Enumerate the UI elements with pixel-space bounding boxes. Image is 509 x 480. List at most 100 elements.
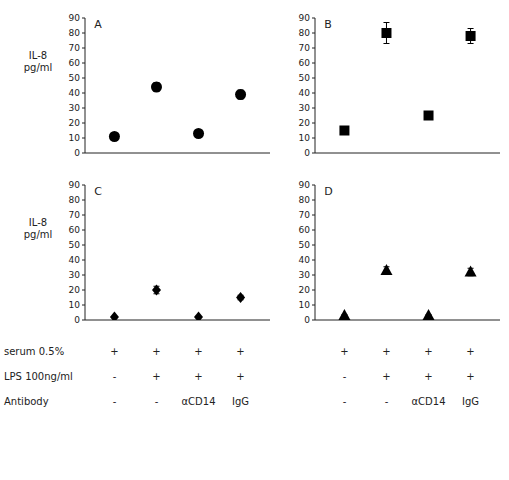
condition-cell: + — [424, 371, 432, 382]
y-tick-label: 70 — [299, 210, 311, 220]
panel: 0102030405060708090D — [299, 180, 500, 325]
y-tick-label: 20 — [69, 118, 81, 128]
y-tick-label: 0 — [74, 315, 80, 325]
y-tick-label: 60 — [69, 58, 81, 68]
y-tick — [82, 320, 85, 321]
condition-cell: + — [194, 371, 202, 382]
point — [465, 266, 477, 277]
y-tick — [82, 290, 85, 291]
y-tick-label: 60 — [299, 58, 311, 68]
y-tick-label: 30 — [299, 103, 311, 113]
y-tick — [82, 123, 85, 124]
point — [110, 312, 119, 321]
panel: 0102030405060708090CIL-8pg/ml — [24, 180, 270, 325]
point — [193, 128, 204, 139]
y-tick — [312, 138, 315, 139]
y-tick — [82, 78, 85, 79]
y-tick-label: 30 — [69, 270, 81, 280]
point — [152, 285, 161, 296]
y-tick — [82, 215, 85, 216]
y-tick-label: 80 — [299, 28, 311, 38]
y-tick-label: 20 — [299, 118, 311, 128]
y-tick — [312, 245, 315, 246]
y-tick — [312, 48, 315, 49]
y-tick-label: 10 — [299, 300, 311, 310]
point — [235, 89, 246, 100]
point — [423, 309, 435, 320]
point — [194, 312, 203, 321]
point — [466, 31, 476, 41]
condition-cell: - — [343, 371, 347, 382]
y-tick-label: 50 — [69, 73, 81, 83]
condition-cell: + — [424, 346, 432, 357]
y-tick — [312, 260, 315, 261]
y-tick — [82, 245, 85, 246]
y-tick-label: 50 — [299, 73, 311, 83]
condition-cell: + — [340, 346, 348, 357]
condition-cell: - — [343, 396, 347, 407]
data-area — [338, 264, 476, 320]
y-tick-label: 90 — [299, 13, 311, 23]
y-tick-label: 50 — [299, 240, 311, 250]
y-tick — [82, 33, 85, 34]
condition-cell: IgG — [232, 396, 249, 407]
panel-label: D — [324, 185, 332, 198]
data-area — [109, 82, 246, 143]
y-tick-label: 0 — [304, 315, 310, 325]
y-axis-line — [85, 18, 86, 153]
y-tick — [312, 153, 315, 154]
point — [338, 309, 350, 320]
point — [380, 264, 392, 275]
condition-cell: + — [110, 346, 118, 357]
y-tick-label: 40 — [69, 255, 81, 265]
y-tick — [312, 305, 315, 306]
y-tick — [82, 63, 85, 64]
condition-cell: IgG — [462, 396, 479, 407]
y-tick-label: 10 — [69, 300, 81, 310]
y-axis-line — [85, 185, 86, 320]
condition-cell: - — [113, 396, 117, 407]
y-tick-label: 40 — [299, 88, 311, 98]
condition-cell: αCD14 — [412, 396, 446, 407]
y-tick-label: 70 — [299, 43, 311, 53]
y-tick-label: 90 — [299, 180, 311, 190]
condition-cell: αCD14 — [182, 396, 216, 407]
condition-cell: - — [155, 396, 159, 407]
y-tick — [312, 320, 315, 321]
y-tick-label: 10 — [69, 133, 81, 143]
y-tick — [82, 200, 85, 201]
y-tick — [312, 93, 315, 94]
y-tick-label: 10 — [299, 133, 311, 143]
point — [339, 126, 349, 136]
y-tick-label: 40 — [299, 255, 311, 265]
y-tick — [312, 33, 315, 34]
y-tick-label: 80 — [69, 28, 81, 38]
y-tick-label: 90 — [69, 13, 81, 23]
y-tick-label: 0 — [304, 148, 310, 158]
condition-cell: + — [236, 371, 244, 382]
condition-cell: + — [194, 346, 202, 357]
y-tick — [312, 275, 315, 276]
panel: 0102030405060708090AIL-8pg/ml — [24, 13, 270, 158]
y-tick — [82, 305, 85, 306]
y-tick — [312, 215, 315, 216]
condition-cell: + — [152, 371, 160, 382]
figure: 0 10 20 30 40 50 60 70 80 90 A IL-8pg/ml 0 10 20 30 40 50… — [0, 0, 509, 480]
y-tick-label: 70 — [69, 43, 81, 53]
y-tick-label: 40 — [69, 88, 81, 98]
x-axis-line — [315, 153, 500, 154]
y-tick — [312, 230, 315, 231]
y-tick — [82, 108, 85, 109]
condition-cell: + — [382, 371, 390, 382]
panel-label: A — [94, 18, 102, 31]
y-tick — [82, 153, 85, 154]
y-tick — [312, 123, 315, 124]
point — [424, 111, 434, 121]
y-tick-label: 90 — [69, 180, 81, 190]
y-tick-label: 80 — [69, 195, 81, 205]
y-tick — [312, 63, 315, 64]
row-name: Antibody — [4, 396, 49, 407]
y-axis-label: IL-8pg/ml — [24, 50, 53, 73]
point — [236, 292, 245, 303]
point — [109, 131, 120, 142]
